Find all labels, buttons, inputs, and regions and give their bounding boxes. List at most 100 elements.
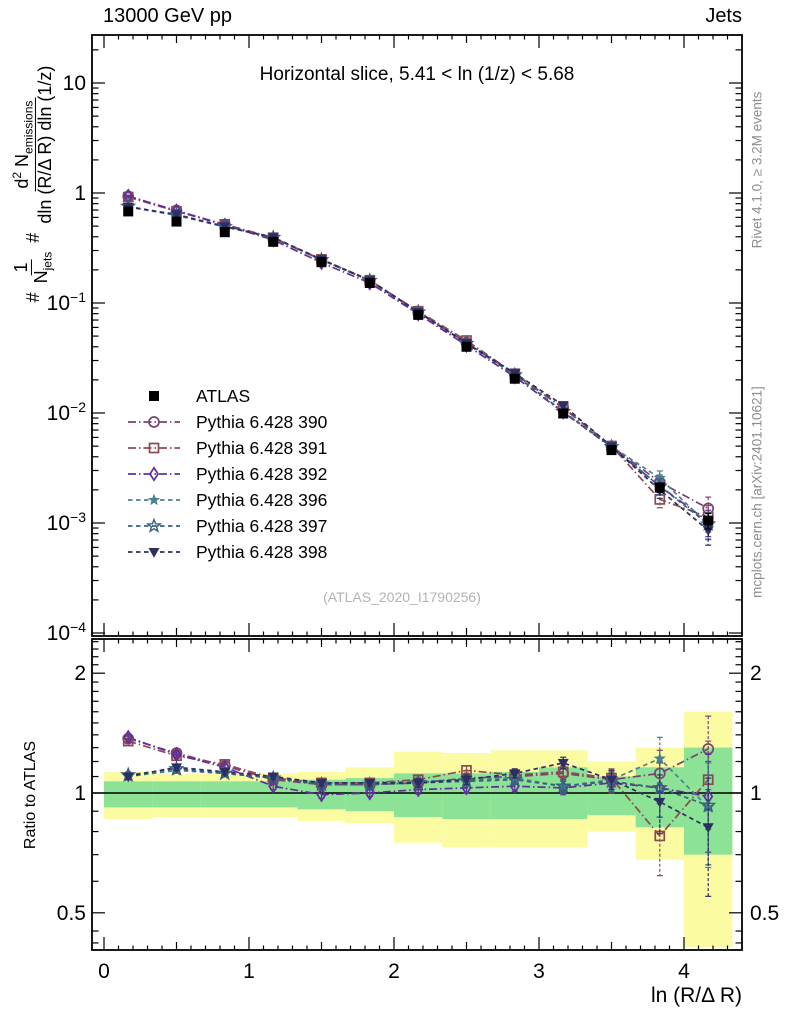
data-point-marker [606, 445, 617, 456]
svg-text:1: 1 [750, 782, 762, 805]
svg-text:10−4: 10−4 [47, 619, 87, 645]
legend-label: Pythia 6.428 392 [196, 463, 328, 484]
svg-text:0.5: 0.5 [750, 902, 779, 925]
data-point-marker [557, 401, 569, 411]
header-analysis-group: Jets [705, 5, 742, 27]
legend-marker [128, 548, 180, 558]
data-point-marker [147, 493, 161, 506]
data-point-marker [653, 471, 666, 484]
data-point-marker [703, 515, 714, 526]
legend-item-391: Pythia 6.428 391 [126, 435, 327, 461]
header-beam-energy: 13000 GeV pp [103, 5, 232, 27]
legend-item-396: Pythia 6.428 396 [126, 487, 327, 513]
data-point-marker [268, 236, 279, 247]
x-axis-title: ln (R/Δ R) [650, 984, 742, 1007]
legend-item-392: Pythia 6.428 392 [126, 461, 327, 487]
hash-glyph: # [22, 292, 43, 303]
data-point-marker [316, 786, 327, 803]
main-series [120, 188, 717, 546]
data-point-marker [509, 373, 520, 384]
legend-label: ATLAS [196, 385, 251, 406]
data-point-marker [557, 758, 569, 769]
data-point-marker [219, 227, 230, 238]
svg-text:2: 2 [388, 960, 400, 983]
hash-glyph: # [22, 232, 43, 243]
data-point-marker [413, 309, 424, 320]
data-point-marker [123, 206, 134, 217]
data-point-marker [316, 778, 327, 789]
main-y-axis-label: #1 Njets # d2 Nemissions dln (R/Δ R) dln (1… [9, 65, 56, 303]
svg-text:10−3: 10−3 [47, 509, 87, 535]
data-point-marker [148, 548, 160, 558]
green-band-bin [200, 781, 249, 808]
legend-marker [149, 391, 159, 401]
panel-frame [91, 34, 743, 637]
data-point-marker [412, 778, 424, 789]
data-point-marker [148, 442, 160, 454]
legend-marker [128, 517, 180, 533]
data-point-marker [171, 210, 182, 221]
legend-label: Pythia 6.428 390 [196, 411, 328, 432]
data-point-marker [268, 778, 279, 794]
uncertainty-bands [104, 711, 733, 948]
data-point-marker [148, 466, 160, 482]
data-point-marker [219, 767, 231, 778]
data-point-marker [171, 216, 182, 227]
svg-text:1: 1 [74, 782, 86, 805]
data-point-marker [145, 517, 163, 533]
green-band-bin [152, 781, 201, 808]
data-point-marker [149, 391, 159, 401]
panel-frame [91, 638, 743, 951]
legend-marker [128, 416, 180, 428]
svg-text:10−2: 10−2 [47, 399, 87, 425]
data-point-marker [654, 482, 665, 493]
data-point-marker [654, 797, 666, 808]
axis-ticks [92, 35, 743, 950]
legend-marker [128, 466, 180, 482]
data-point-marker [509, 769, 521, 780]
svg-text:2: 2 [74, 662, 86, 685]
data-point-marker [122, 772, 134, 783]
svg-text:1: 1 [74, 182, 86, 205]
data-point-marker [364, 277, 375, 288]
legend-marker [128, 493, 180, 506]
data-point-marker [461, 775, 472, 786]
svg-text:0: 0 [98, 960, 110, 983]
data-point-marker [148, 416, 160, 428]
data-point-marker [316, 257, 327, 268]
svg-text:0.5: 0.5 [57, 902, 86, 925]
mcplots-arxiv-caption: mcplots.cern.ch [arXiv:2401.10621] [749, 386, 765, 598]
data-point-marker [461, 341, 472, 352]
svg-text:10: 10 [63, 72, 86, 95]
svg-text:3: 3 [533, 960, 545, 983]
ratio-series [120, 715, 717, 897]
svg-text:10−1: 10−1 [47, 289, 87, 315]
data-point-marker [364, 778, 376, 789]
svg-text:2: 2 [750, 662, 762, 685]
legend-item-398: Pythia 6.428 398 [126, 539, 327, 565]
panel-title: Horizontal slice, 5.41 < ln (1/z) < 5.68 [259, 64, 575, 85]
ratio-y-axis-label: Ratio to ATLAS [22, 740, 39, 850]
legend-label: Pythia 6.428 391 [196, 437, 328, 458]
data-point-marker [171, 763, 182, 774]
legend-label: Pythia 6.428 396 [196, 489, 328, 510]
analysis-id-watermark: (ATLAS_2020_I1790256) [323, 589, 481, 605]
data-point-marker [364, 785, 375, 801]
legend-label: Pythia 6.428 397 [196, 515, 328, 536]
data-point-marker [558, 408, 569, 419]
data-point-marker [267, 772, 279, 783]
data-point-marker [506, 771, 523, 787]
legend-item-390: Pythia 6.428 390 [126, 409, 327, 435]
data-point-marker [653, 752, 666, 764]
legend-item-atlas: ATLAS [126, 383, 327, 409]
data-point-marker [123, 729, 134, 746]
data-point-marker [606, 775, 617, 786]
legend-marker [128, 442, 180, 454]
legend-item-397: Pythia 6.428 397 [126, 513, 327, 539]
green-band-bin [104, 781, 153, 808]
svg-text:1: 1 [243, 960, 255, 983]
legend-label: Pythia 6.428 398 [196, 541, 328, 562]
svg-text:4: 4 [678, 960, 690, 983]
